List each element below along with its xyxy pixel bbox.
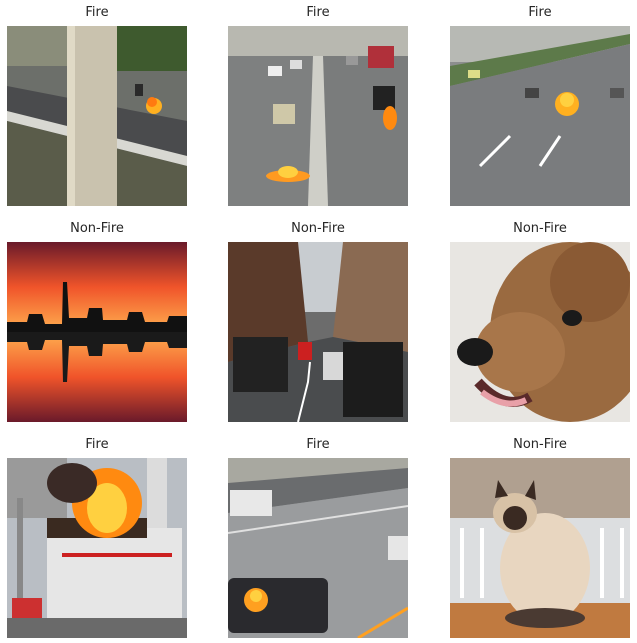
panel-title: Non-Fire: [513, 437, 567, 452]
overpass-fire-image: [7, 26, 187, 206]
panel-title: Non-Fire: [513, 221, 567, 236]
panel-title: Fire: [528, 5, 552, 20]
siamese-cat-image: [450, 458, 630, 638]
panel-title: Fire: [85, 437, 109, 452]
panel-title: Non-Fire: [70, 221, 124, 236]
panel-title: Fire: [85, 5, 109, 20]
sunset-skyline-image: [7, 242, 187, 422]
burning-building-image: [7, 458, 187, 638]
panel-title: Fire: [306, 437, 330, 452]
highway-fire-image: [450, 26, 630, 206]
panel-title: Non-Fire: [291, 221, 345, 236]
dog-closeup-image: [450, 242, 630, 422]
city-street-image: [228, 242, 408, 422]
panel-title: Fire: [306, 5, 330, 20]
road-traffic-fire-image: [228, 26, 408, 206]
street-car-fire-image: [228, 458, 408, 638]
